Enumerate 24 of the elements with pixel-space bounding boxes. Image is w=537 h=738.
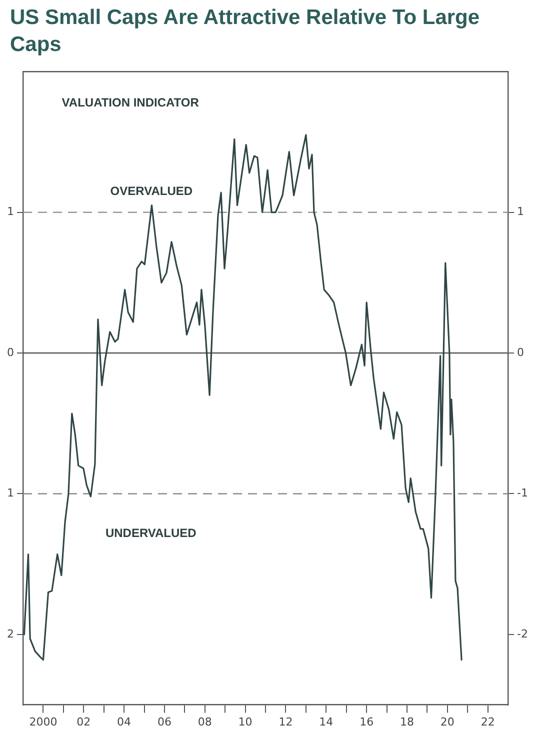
x-tick-label: 20 [440,715,454,728]
chart-title: US Small Caps Are Attractive Relative To Large Caps [9,5,481,58]
y-tick-label: 2 [7,627,14,640]
x-tick-label: 10 [238,715,252,728]
x-tick-label: 12 [278,715,293,728]
y2-tick-label: -1 [517,486,528,500]
y-tick-label: 1 [7,486,14,500]
x-tick-label: 2000 [29,715,58,728]
x-tick-label: 18 [400,715,414,728]
x-tick-label: 06 [157,715,172,728]
annotation: OVERVALUED [110,184,193,198]
y2-tick-label: 0 [517,346,524,359]
x-tick-label: 16 [360,715,374,728]
x-tick-label: 08 [198,715,212,728]
x-tick-label: 04 [117,715,132,728]
y2-tick-label: -2 [517,627,528,640]
x-tick-label: 22 [480,715,495,728]
annotation: VALUATION INDICATOR [62,96,200,110]
y2-tick-label: 1 [517,205,524,218]
x-tick-label: 02 [76,715,91,728]
x-tick-label: 14 [319,715,334,728]
annotation: UNDERVALUED [105,526,197,540]
y-tick-label: 1 [7,205,14,218]
y-tick-label: 0 [7,346,14,359]
